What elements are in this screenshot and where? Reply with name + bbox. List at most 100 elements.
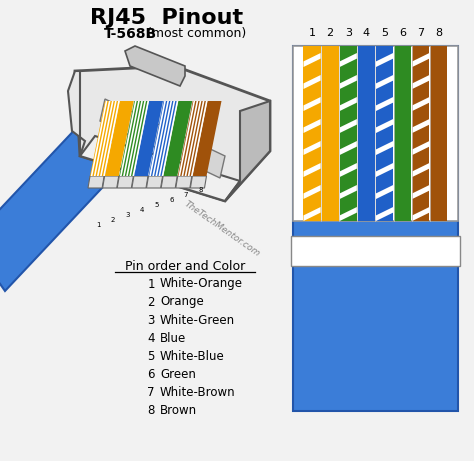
Polygon shape	[176, 176, 192, 188]
Polygon shape	[303, 163, 320, 177]
Polygon shape	[103, 176, 119, 188]
Bar	[291, 236, 460, 266]
Polygon shape	[178, 101, 195, 176]
Polygon shape	[126, 101, 143, 176]
Polygon shape	[94, 101, 110, 176]
Polygon shape	[120, 101, 137, 176]
Polygon shape	[105, 101, 134, 176]
Polygon shape	[303, 141, 320, 155]
Polygon shape	[162, 101, 178, 176]
Polygon shape	[125, 46, 185, 86]
Bar	[293, 46, 458, 221]
Polygon shape	[185, 101, 201, 176]
Text: White-Brown: White-Brown	[160, 385, 236, 398]
Polygon shape	[340, 207, 357, 221]
Polygon shape	[178, 101, 207, 176]
Text: Pin order and Color: Pin order and Color	[125, 260, 245, 272]
Text: 1: 1	[96, 222, 100, 228]
Bar	[430, 46, 447, 221]
Polygon shape	[149, 101, 166, 176]
Polygon shape	[146, 176, 163, 188]
Text: Brown: Brown	[160, 403, 197, 416]
Polygon shape	[303, 185, 320, 199]
Text: Orange: Orange	[160, 296, 204, 308]
Polygon shape	[91, 101, 108, 176]
Polygon shape	[192, 101, 221, 176]
Bar	[293, 46, 458, 411]
Polygon shape	[412, 185, 429, 199]
Polygon shape	[376, 97, 393, 111]
Text: 5: 5	[155, 202, 159, 208]
Bar	[358, 46, 375, 221]
Polygon shape	[129, 101, 146, 176]
Polygon shape	[100, 99, 225, 178]
Polygon shape	[412, 75, 429, 89]
Text: RJ45  Pinout: RJ45 Pinout	[91, 8, 244, 28]
Polygon shape	[191, 101, 208, 176]
Text: (most common): (most common)	[143, 28, 246, 41]
Polygon shape	[132, 101, 149, 176]
Polygon shape	[376, 119, 393, 133]
Polygon shape	[340, 163, 357, 177]
Polygon shape	[148, 101, 178, 176]
Text: 3: 3	[125, 212, 130, 218]
Polygon shape	[412, 53, 429, 67]
Text: 5: 5	[147, 349, 155, 362]
Polygon shape	[412, 207, 429, 221]
Text: 7: 7	[147, 385, 155, 398]
Polygon shape	[88, 176, 104, 188]
Text: Blue: Blue	[160, 331, 186, 344]
Polygon shape	[119, 101, 148, 176]
Polygon shape	[80, 136, 240, 201]
Text: 8: 8	[436, 28, 443, 38]
Polygon shape	[188, 101, 204, 176]
Text: 3: 3	[147, 313, 155, 326]
Polygon shape	[163, 101, 192, 176]
Polygon shape	[340, 141, 357, 155]
Polygon shape	[340, 97, 357, 111]
Polygon shape	[303, 207, 320, 221]
Bar	[303, 46, 320, 221]
Polygon shape	[412, 97, 429, 111]
Text: 2: 2	[327, 28, 334, 38]
Polygon shape	[376, 53, 393, 67]
Polygon shape	[412, 163, 429, 177]
Polygon shape	[97, 101, 114, 176]
Text: Green: Green	[160, 367, 196, 380]
Text: 7: 7	[417, 28, 424, 38]
Text: 6: 6	[399, 28, 406, 38]
Text: 8: 8	[199, 187, 203, 193]
Text: White-Orange: White-Orange	[160, 278, 243, 290]
Polygon shape	[123, 101, 140, 176]
Text: 4: 4	[140, 207, 145, 213]
Text: 7: 7	[184, 192, 188, 198]
Polygon shape	[340, 75, 357, 89]
Polygon shape	[132, 176, 148, 188]
Bar	[394, 46, 411, 221]
Polygon shape	[161, 176, 177, 188]
Text: 5: 5	[381, 28, 388, 38]
Polygon shape	[182, 101, 198, 176]
Polygon shape	[117, 176, 133, 188]
Polygon shape	[155, 101, 172, 176]
Polygon shape	[0, 71, 165, 291]
Text: 6: 6	[169, 197, 173, 203]
Bar	[376, 46, 393, 221]
Polygon shape	[303, 75, 320, 89]
Polygon shape	[376, 75, 393, 89]
Polygon shape	[340, 185, 357, 199]
Text: 1: 1	[309, 28, 316, 38]
Polygon shape	[412, 141, 429, 155]
Text: 3: 3	[345, 28, 352, 38]
Text: White-Green: White-Green	[160, 313, 235, 326]
Polygon shape	[75, 66, 270, 201]
Text: 4: 4	[147, 331, 155, 344]
Text: TheTechMentor.com: TheTechMentor.com	[182, 200, 262, 259]
Bar	[322, 46, 339, 221]
Polygon shape	[303, 53, 320, 67]
Bar	[340, 46, 357, 221]
Polygon shape	[90, 101, 119, 176]
Polygon shape	[158, 101, 175, 176]
Polygon shape	[225, 101, 270, 201]
Polygon shape	[376, 163, 393, 177]
